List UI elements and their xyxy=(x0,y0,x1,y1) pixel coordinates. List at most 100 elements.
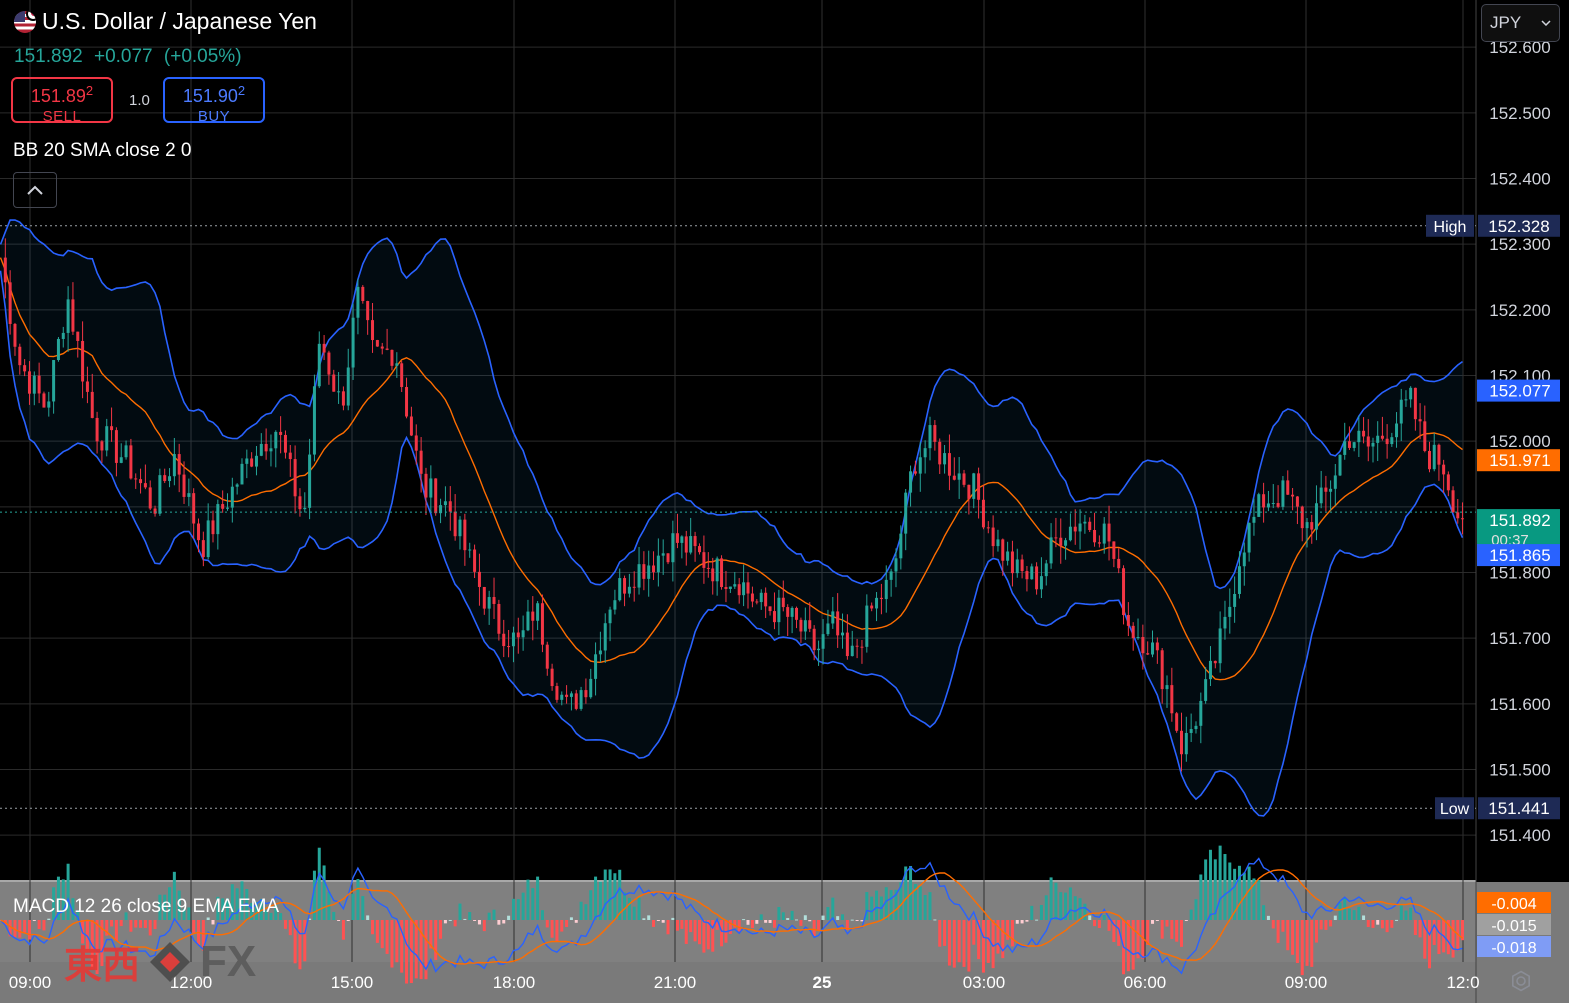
candle-body xyxy=(337,391,341,393)
candle-body xyxy=(540,603,544,645)
macd-histogram-bar xyxy=(647,915,651,920)
candle-body xyxy=(684,536,688,553)
macd-histogram-bar xyxy=(317,847,321,920)
candle-body xyxy=(574,693,578,709)
macd-histogram-bar xyxy=(1347,908,1351,920)
marker-tag-text: Low xyxy=(1440,801,1470,818)
candle-body xyxy=(1218,628,1222,664)
macd-histogram-bar xyxy=(1366,920,1370,928)
macd-histogram-bar xyxy=(1107,920,1111,931)
candle-body xyxy=(1295,496,1299,507)
macd-histogram-bar xyxy=(1204,859,1208,920)
macd-histogram-bar xyxy=(1428,920,1432,969)
macd-histogram-bar xyxy=(550,920,554,938)
us-jp-flag-icon xyxy=(14,10,36,33)
macd-histogram-bar xyxy=(698,920,701,945)
bb-upper-line xyxy=(0,219,1463,590)
candle-body xyxy=(689,536,693,553)
candle-body xyxy=(375,340,379,347)
macd-histogram-bar xyxy=(351,893,355,920)
candle-body xyxy=(66,299,70,333)
macd-histogram-bar xyxy=(870,896,874,920)
macd-histogram-bar xyxy=(139,920,143,928)
candle-body xyxy=(18,346,22,366)
buy-button[interactable]: 151.902 BUY xyxy=(163,77,265,125)
price-change: +0.077 xyxy=(93,46,153,67)
macd-histogram-bar xyxy=(1291,920,1295,955)
macd-histogram-bar xyxy=(1078,898,1082,920)
candle-body xyxy=(967,484,971,499)
candle-body xyxy=(623,578,627,594)
candle-body xyxy=(720,558,724,588)
candle-body xyxy=(1107,523,1111,542)
candle-body xyxy=(981,499,985,528)
candle-body xyxy=(1117,558,1121,569)
macd-histogram-bar xyxy=(1208,849,1212,920)
macd-histogram-bar xyxy=(473,920,477,921)
candle-body xyxy=(1395,423,1399,438)
candle-body xyxy=(264,443,268,452)
candle-body xyxy=(419,450,423,474)
candle-body xyxy=(841,632,845,636)
candle-body xyxy=(613,600,617,610)
marker-tag-high: High 152.328 xyxy=(1426,214,1560,237)
macd-histogram-bar xyxy=(1295,920,1299,964)
macd-histogram-bar xyxy=(909,865,913,920)
candle-body xyxy=(371,320,375,341)
macd-histogram-bar xyxy=(516,899,520,920)
bb-indicator-label[interactable]: BB 20 SMA close 2 0 xyxy=(13,140,192,161)
macd-histogram-bar xyxy=(371,920,375,935)
macd-histogram-bar xyxy=(395,920,399,963)
macd-histogram-bar xyxy=(1218,845,1222,920)
macd-histogram-bar xyxy=(1329,920,1333,927)
candle-body xyxy=(1357,430,1361,443)
candle-body xyxy=(879,597,883,600)
candle-body xyxy=(618,578,622,601)
candle-body xyxy=(1122,568,1126,616)
macd-histogram-bar xyxy=(1126,920,1130,972)
macd-histogram-bar xyxy=(1102,915,1106,920)
candle-body xyxy=(390,349,394,366)
macd-histogram-bar xyxy=(1418,920,1422,938)
x-tick-label: 09:00 xyxy=(1285,973,1328,992)
collapse-indicators-button[interactable] xyxy=(13,172,57,208)
macd-indicator-label[interactable]: MACD 12 26 close 9 EMA EMA xyxy=(13,896,280,917)
candle-body xyxy=(986,527,990,529)
x-tick-label: 09:00 xyxy=(9,973,52,992)
gear-icon[interactable] xyxy=(1509,970,1533,994)
candle-body xyxy=(1010,551,1014,574)
macd-histogram-bar xyxy=(1141,920,1145,959)
quantity-value[interactable]: 1.0 xyxy=(129,92,150,109)
macd-histogram-bar xyxy=(468,912,472,920)
macd-histogram-bar xyxy=(865,892,869,920)
macd-histogram-bar xyxy=(1362,915,1366,920)
macd-histogram-bar xyxy=(967,920,971,972)
currency-selector[interactable]: JPY xyxy=(1481,4,1560,42)
candle-body xyxy=(279,431,283,435)
macd-histogram-bar xyxy=(1376,920,1380,925)
macd-value-signal: -0.018 xyxy=(1477,936,1551,957)
macd-histogram-bar xyxy=(768,920,772,924)
price-change-pct: (+0.05%) xyxy=(163,46,242,67)
macd-histogram-bar xyxy=(803,915,807,920)
candle-body xyxy=(81,340,85,382)
macd-histogram-bar xyxy=(32,920,36,921)
candle-body xyxy=(439,505,443,514)
candle-body xyxy=(1404,399,1408,401)
candle-body xyxy=(671,533,675,563)
candle-body xyxy=(952,475,956,480)
macd-histogram-bar xyxy=(1319,920,1323,930)
candle-body xyxy=(772,611,776,623)
macd-histogram-bar xyxy=(463,918,467,920)
candle-body xyxy=(1030,566,1034,580)
candle-body xyxy=(817,648,821,651)
macd-histogram-bar xyxy=(1324,920,1328,930)
sell-button[interactable]: 151.892 SELL xyxy=(11,77,113,125)
candle-body xyxy=(192,493,196,524)
macd-histogram-bar xyxy=(1333,915,1337,920)
candle-body xyxy=(1409,387,1413,400)
candle-body xyxy=(675,533,679,543)
candle-body xyxy=(114,430,118,463)
candle-body xyxy=(458,519,462,537)
